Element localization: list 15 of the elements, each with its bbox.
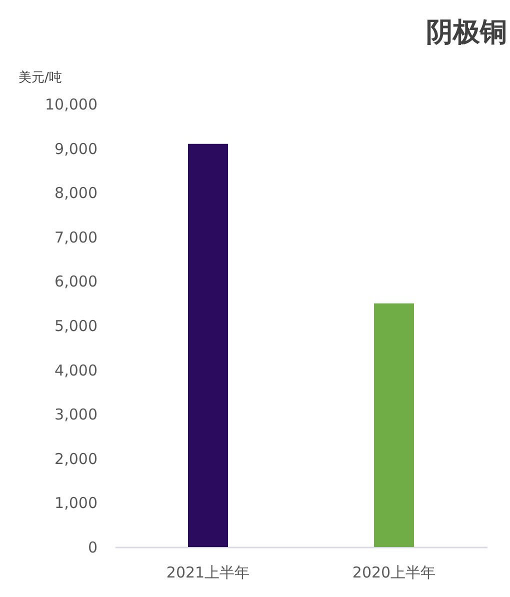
y-axis-title: 美元/吨: [18, 70, 62, 86]
y-tick-label: 1,000: [54, 494, 98, 512]
y-tick-label: 10,000: [45, 96, 98, 114]
y-tick-label: 2,000: [54, 450, 98, 468]
y-tick-label: 3,000: [54, 406, 98, 424]
y-tick-label: 4,000: [54, 361, 98, 380]
y-tick-label: 9,000: [54, 140, 98, 158]
chart-title: 阴极铜: [426, 17, 507, 48]
x-tick-label: 2021上半年: [166, 564, 250, 582]
y-tick-label: 0: [88, 538, 98, 556]
x-tick-label: 2020上半年: [352, 564, 436, 582]
y-tick-label: 8,000: [54, 184, 98, 202]
y-tick-label: 5,000: [54, 317, 98, 335]
y-tick-label: 7,000: [54, 228, 98, 246]
y-tick-label: 6,000: [54, 272, 98, 291]
